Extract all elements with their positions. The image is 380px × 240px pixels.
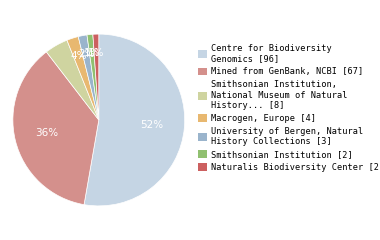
Text: 52%: 52%	[140, 120, 163, 130]
Text: 1%: 1%	[84, 48, 100, 58]
Legend: Centre for Biodiversity
Genomics [96], Mined from GenBank, NCBI [67], Smithsonia: Centre for Biodiversity Genomics [96], M…	[198, 44, 380, 172]
Wedge shape	[87, 34, 99, 120]
Wedge shape	[78, 35, 99, 120]
Wedge shape	[13, 52, 99, 205]
Wedge shape	[67, 36, 99, 120]
Wedge shape	[93, 34, 99, 120]
Wedge shape	[46, 40, 99, 120]
Text: 4%: 4%	[70, 51, 87, 61]
Text: 2%: 2%	[78, 49, 94, 59]
Wedge shape	[84, 34, 185, 206]
Text: 1%: 1%	[88, 48, 105, 58]
Text: 36%: 36%	[35, 128, 59, 138]
